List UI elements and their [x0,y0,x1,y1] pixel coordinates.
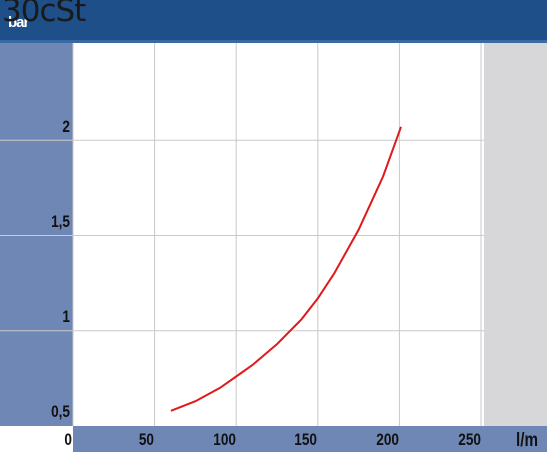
series-line [170,126,402,412]
chart-title: 30cSt [2,0,86,29]
x-tick-label: 150 [294,430,317,449]
x-tick-label: 200 [376,430,399,449]
chart-header-band [0,0,547,43]
grid-lines [0,43,484,426]
out-of-range-band [484,43,547,426]
x-tick-label: 100 [213,430,236,449]
x-axis-unit-label: l/m [516,430,538,451]
y-axis-unit-label: bar [8,14,29,31]
x-tick-label: 0 [64,430,72,449]
y-tick-label: 1,5 [51,212,70,231]
x-axis-panel [73,426,547,452]
x-tick-label: 250 [458,430,481,449]
y-tick-label: 1 [62,307,70,326]
y-axis-panel [0,43,73,426]
x-tick-label: 50 [138,430,154,449]
origin-cell [0,426,73,452]
y-tick-label: 2 [62,117,70,136]
y-tick-label: 0,5 [51,402,70,421]
header-divider [0,40,547,43]
